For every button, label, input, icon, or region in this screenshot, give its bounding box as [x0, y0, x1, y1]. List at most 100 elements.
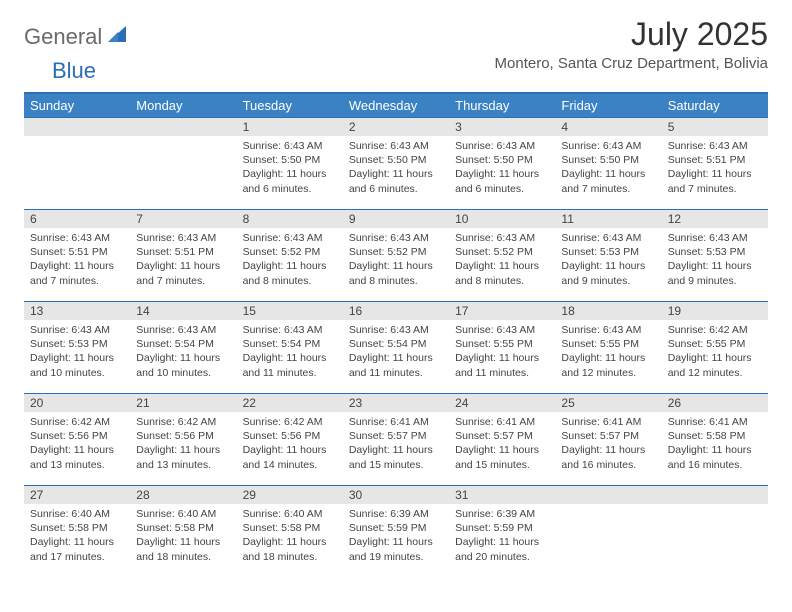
sunset-text: Sunset: 5:53 PM — [561, 245, 655, 259]
daylight-text: Daylight: 11 hours and 6 minutes. — [349, 167, 443, 195]
daylight-text: Daylight: 11 hours and 10 minutes. — [136, 351, 230, 379]
day-number-empty — [662, 485, 768, 504]
calendar-day-cell: 26Sunrise: 6:41 AMSunset: 5:58 PMDayligh… — [662, 393, 768, 485]
day-number: 6 — [24, 209, 130, 228]
sunrise-text: Sunrise: 6:43 AM — [349, 231, 443, 245]
day-number: 3 — [449, 117, 555, 136]
day-body: Sunrise: 6:41 AMSunset: 5:57 PMDaylight:… — [555, 412, 661, 478]
day-body: Sunrise: 6:43 AMSunset: 5:55 PMDaylight:… — [555, 320, 661, 386]
sunset-text: Sunset: 5:57 PM — [455, 429, 549, 443]
day-number: 18 — [555, 301, 661, 320]
daylight-text: Daylight: 11 hours and 17 minutes. — [30, 535, 124, 563]
calendar-day-cell: 17Sunrise: 6:43 AMSunset: 5:55 PMDayligh… — [449, 301, 555, 393]
sunrise-text: Sunrise: 6:43 AM — [455, 139, 549, 153]
day-number: 7 — [130, 209, 236, 228]
day-number: 15 — [237, 301, 343, 320]
sunrise-text: Sunrise: 6:43 AM — [136, 231, 230, 245]
day-body: Sunrise: 6:42 AMSunset: 5:56 PMDaylight:… — [24, 412, 130, 478]
day-body: Sunrise: 6:43 AMSunset: 5:53 PMDaylight:… — [24, 320, 130, 386]
day-header: Saturday — [662, 93, 768, 117]
sunrise-text: Sunrise: 6:43 AM — [349, 139, 443, 153]
day-header: Sunday — [24, 93, 130, 117]
day-body: Sunrise: 6:43 AMSunset: 5:54 PMDaylight:… — [237, 320, 343, 386]
calendar-day-cell: 28Sunrise: 6:40 AMSunset: 5:58 PMDayligh… — [130, 485, 236, 577]
day-body: Sunrise: 6:40 AMSunset: 5:58 PMDaylight:… — [24, 504, 130, 570]
daylight-text: Daylight: 11 hours and 13 minutes. — [136, 443, 230, 471]
calendar-day-cell: 23Sunrise: 6:41 AMSunset: 5:57 PMDayligh… — [343, 393, 449, 485]
sunrise-text: Sunrise: 6:42 AM — [136, 415, 230, 429]
sunset-text: Sunset: 5:56 PM — [243, 429, 337, 443]
calendar-day-cell: 1Sunrise: 6:43 AMSunset: 5:50 PMDaylight… — [237, 117, 343, 209]
logo-text-general: General — [24, 24, 102, 50]
day-number: 2 — [343, 117, 449, 136]
calendar-week-row: 13Sunrise: 6:43 AMSunset: 5:53 PMDayligh… — [24, 301, 768, 393]
daylight-text: Daylight: 11 hours and 11 minutes. — [349, 351, 443, 379]
day-body: Sunrise: 6:41 AMSunset: 5:58 PMDaylight:… — [662, 412, 768, 478]
sunset-text: Sunset: 5:56 PM — [30, 429, 124, 443]
calendar-week-row: 6Sunrise: 6:43 AMSunset: 5:51 PMDaylight… — [24, 209, 768, 301]
sunrise-text: Sunrise: 6:43 AM — [136, 323, 230, 337]
calendar-day-cell: 20Sunrise: 6:42 AMSunset: 5:56 PMDayligh… — [24, 393, 130, 485]
day-number: 17 — [449, 301, 555, 320]
daylight-text: Daylight: 11 hours and 16 minutes. — [668, 443, 762, 471]
day-number: 5 — [662, 117, 768, 136]
sunrise-text: Sunrise: 6:43 AM — [455, 231, 549, 245]
day-number: 9 — [343, 209, 449, 228]
day-header: Monday — [130, 93, 236, 117]
day-body: Sunrise: 6:42 AMSunset: 5:56 PMDaylight:… — [237, 412, 343, 478]
sunset-text: Sunset: 5:58 PM — [30, 521, 124, 535]
day-body: Sunrise: 6:42 AMSunset: 5:55 PMDaylight:… — [662, 320, 768, 386]
daylight-text: Daylight: 11 hours and 19 minutes. — [349, 535, 443, 563]
calendar-day-cell: 21Sunrise: 6:42 AMSunset: 5:56 PMDayligh… — [130, 393, 236, 485]
sunset-text: Sunset: 5:55 PM — [455, 337, 549, 351]
sunrise-text: Sunrise: 6:40 AM — [30, 507, 124, 521]
day-number: 4 — [555, 117, 661, 136]
calendar-week-row: 20Sunrise: 6:42 AMSunset: 5:56 PMDayligh… — [24, 393, 768, 485]
calendar-day-cell: 15Sunrise: 6:43 AMSunset: 5:54 PMDayligh… — [237, 301, 343, 393]
day-body: Sunrise: 6:43 AMSunset: 5:53 PMDaylight:… — [555, 228, 661, 294]
day-body: Sunrise: 6:40 AMSunset: 5:58 PMDaylight:… — [237, 504, 343, 570]
day-number: 23 — [343, 393, 449, 412]
calendar-day-cell: 10Sunrise: 6:43 AMSunset: 5:52 PMDayligh… — [449, 209, 555, 301]
day-number: 26 — [662, 393, 768, 412]
sunset-text: Sunset: 5:53 PM — [30, 337, 124, 351]
sunrise-text: Sunrise: 6:43 AM — [668, 231, 762, 245]
sunset-text: Sunset: 5:59 PM — [349, 521, 443, 535]
day-body: Sunrise: 6:43 AMSunset: 5:50 PMDaylight:… — [449, 136, 555, 202]
calendar-day-cell: 7Sunrise: 6:43 AMSunset: 5:51 PMDaylight… — [130, 209, 236, 301]
calendar-week-row: 27Sunrise: 6:40 AMSunset: 5:58 PMDayligh… — [24, 485, 768, 577]
sunrise-text: Sunrise: 6:43 AM — [561, 323, 655, 337]
daylight-text: Daylight: 11 hours and 20 minutes. — [455, 535, 549, 563]
sunset-text: Sunset: 5:58 PM — [668, 429, 762, 443]
sunrise-text: Sunrise: 6:42 AM — [243, 415, 337, 429]
sunrise-text: Sunrise: 6:42 AM — [30, 415, 124, 429]
day-number-empty — [555, 485, 661, 504]
sunset-text: Sunset: 5:54 PM — [349, 337, 443, 351]
sunrise-text: Sunrise: 6:43 AM — [561, 139, 655, 153]
daylight-text: Daylight: 11 hours and 13 minutes. — [30, 443, 124, 471]
daylight-text: Daylight: 11 hours and 7 minutes. — [561, 167, 655, 195]
day-number: 25 — [555, 393, 661, 412]
sunset-text: Sunset: 5:58 PM — [243, 521, 337, 535]
sunrise-text: Sunrise: 6:42 AM — [668, 323, 762, 337]
sunrise-text: Sunrise: 6:43 AM — [243, 231, 337, 245]
sunset-text: Sunset: 5:54 PM — [136, 337, 230, 351]
day-number: 27 — [24, 485, 130, 504]
calendar-day-cell: 16Sunrise: 6:43 AMSunset: 5:54 PMDayligh… — [343, 301, 449, 393]
sunrise-text: Sunrise: 6:41 AM — [668, 415, 762, 429]
daylight-text: Daylight: 11 hours and 6 minutes. — [455, 167, 549, 195]
sunset-text: Sunset: 5:59 PM — [455, 521, 549, 535]
daylight-text: Daylight: 11 hours and 9 minutes. — [561, 259, 655, 287]
day-header: Tuesday — [237, 93, 343, 117]
day-body: Sunrise: 6:43 AMSunset: 5:52 PMDaylight:… — [237, 228, 343, 294]
day-number: 20 — [24, 393, 130, 412]
calendar-day-cell: 30Sunrise: 6:39 AMSunset: 5:59 PMDayligh… — [343, 485, 449, 577]
day-body: Sunrise: 6:43 AMSunset: 5:50 PMDaylight:… — [555, 136, 661, 202]
calendar-day-cell: 3Sunrise: 6:43 AMSunset: 5:50 PMDaylight… — [449, 117, 555, 209]
sunrise-text: Sunrise: 6:41 AM — [349, 415, 443, 429]
calendar-day-cell: 2Sunrise: 6:43 AMSunset: 5:50 PMDaylight… — [343, 117, 449, 209]
sunrise-text: Sunrise: 6:43 AM — [668, 139, 762, 153]
daylight-text: Daylight: 11 hours and 15 minutes. — [455, 443, 549, 471]
daylight-text: Daylight: 11 hours and 8 minutes. — [455, 259, 549, 287]
daylight-text: Daylight: 11 hours and 8 minutes. — [349, 259, 443, 287]
